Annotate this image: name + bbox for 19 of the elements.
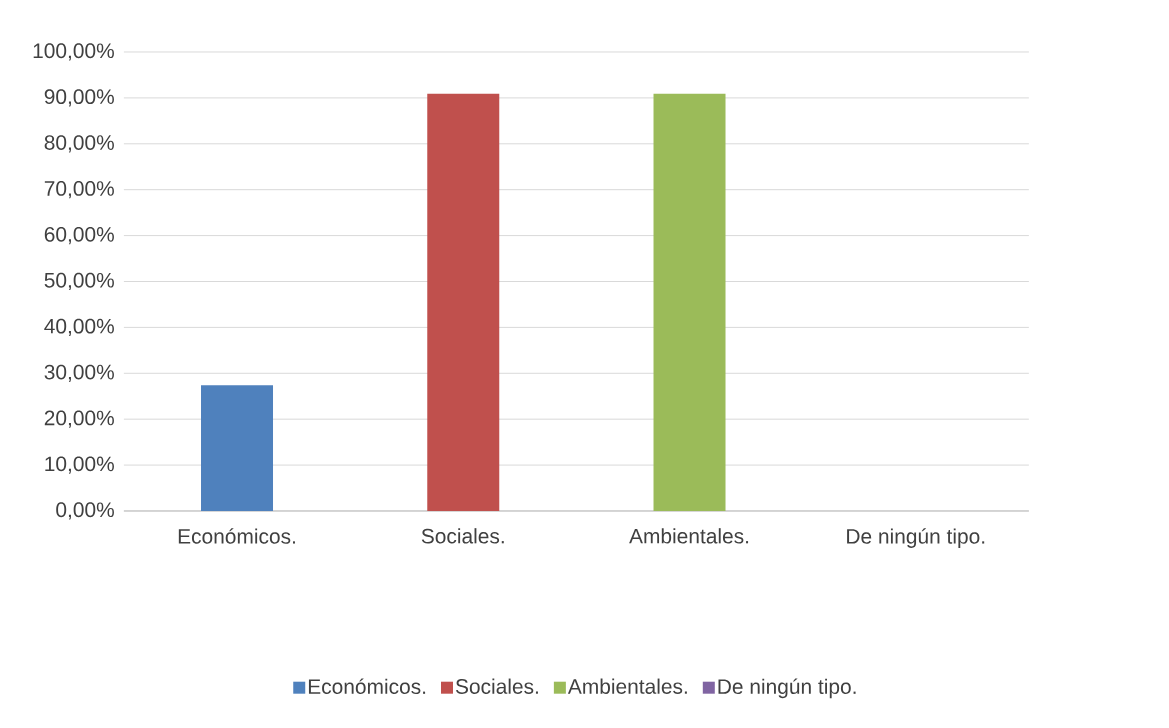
y-tick-label: 50,00% xyxy=(44,272,114,291)
legend-label: Sociales. xyxy=(455,678,538,694)
x-tick-label: Económicos. xyxy=(178,528,295,544)
x-tick-label: De ningún tipo. xyxy=(847,528,985,548)
y-tick-label: 10,00% xyxy=(45,456,114,474)
x-tick-label: Sociales. xyxy=(421,528,504,544)
y-tick-label: 20,00% xyxy=(44,410,114,428)
y-tick-label: 90,00% xyxy=(44,89,114,107)
y-tick-label: 40,00% xyxy=(44,318,114,337)
y-tick-label: 0,00% xyxy=(56,502,114,520)
x-tick-label: Ambientales. xyxy=(629,528,749,544)
legend-label: De ningún tipo. xyxy=(718,678,856,699)
y-tick-label: 100,00% xyxy=(33,43,114,61)
y-tick-label: 70,00% xyxy=(44,181,114,199)
legend-label: Ambientales. xyxy=(567,678,687,694)
y-tick-label: 60,00% xyxy=(44,226,114,245)
y-tick-label: 30,00% xyxy=(44,364,114,382)
y-tick-label: 80,00% xyxy=(44,135,114,153)
legend-label: Económicos. xyxy=(308,678,426,695)
